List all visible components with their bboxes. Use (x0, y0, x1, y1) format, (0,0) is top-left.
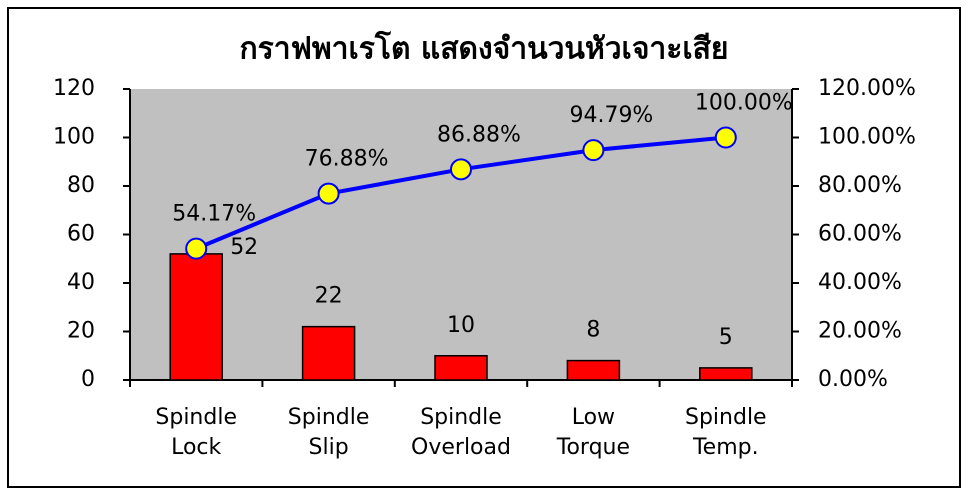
y-tick-label: 40 (67, 270, 95, 295)
y2-tick-label: 40.00% (818, 270, 902, 295)
bar-value-label: 10 (447, 313, 475, 338)
bar-value-label: 22 (315, 284, 343, 309)
line-marker (450, 158, 472, 181)
bar (169, 253, 223, 381)
y2-tick-label: 80.00% (818, 173, 902, 198)
bar (434, 355, 488, 381)
y-tick-label: 20 (67, 319, 95, 344)
line-value-label: 86.88% (437, 122, 521, 147)
bar (566, 359, 621, 381)
x-tick-label: Low Torque (556, 405, 631, 460)
bar (699, 367, 753, 381)
x-tick-label: Spindle Overload (411, 405, 511, 460)
y-tick-label: 0 (81, 367, 95, 392)
y2-tick-label: 60.00% (818, 222, 902, 247)
y2-tick-label: 120.00% (818, 76, 916, 101)
y2-tick-label: 100.00% (818, 125, 916, 150)
bar (301, 325, 356, 381)
line-marker (185, 237, 208, 260)
line-marker (317, 182, 340, 205)
x-tick-label: Spindle Slip (287, 405, 370, 460)
x-tick-label: Spindle Lock (155, 405, 237, 460)
line-marker (582, 139, 605, 162)
chart-title: กราฟพาเรโต แสดงจำนวนหัวเจาะเสีย (239, 30, 728, 67)
plot-area (130, 89, 792, 380)
y-tick-label: 60 (67, 222, 95, 247)
bar-value-label: 5 (719, 325, 733, 350)
line-value-label: 54.17% (172, 202, 256, 227)
x-tick-label: Spindle Temp. (684, 405, 767, 460)
bar-value-label: 8 (586, 318, 600, 343)
y2-tick-label: 20.00% (818, 319, 902, 344)
line-value-label: 76.88% (305, 147, 389, 172)
y-tick-label: 120 (53, 76, 95, 101)
line-value-label: 100.00% (695, 91, 793, 116)
line-value-label: 94.79% (569, 103, 653, 128)
y2-tick-label: 0.00% (818, 367, 888, 392)
y-tick-label: 80 (67, 173, 95, 198)
y-tick-label: 100 (53, 125, 95, 150)
line-marker (714, 126, 737, 149)
bar-value-label: 52 (230, 235, 258, 260)
